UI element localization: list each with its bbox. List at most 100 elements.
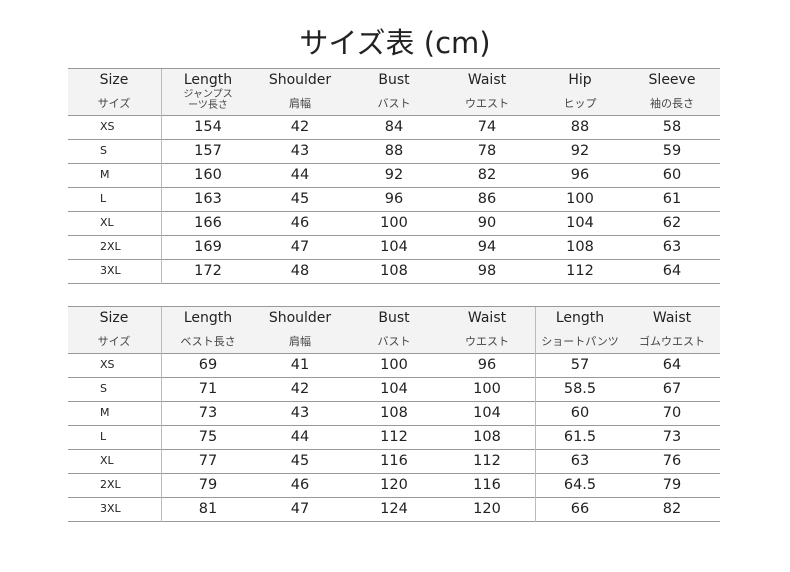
table-cell: 82 bbox=[662, 501, 682, 517]
size-label: XL bbox=[100, 216, 114, 229]
table-cell: 157 bbox=[194, 143, 222, 159]
table-cell: 77 bbox=[198, 453, 218, 469]
table-row: 2XL 79 46 120 116 64.5 79 bbox=[68, 474, 720, 498]
table-cell: 45 bbox=[290, 191, 310, 207]
table-cell: 108 bbox=[473, 429, 501, 445]
table-row: 2XL 169 47 104 94 108 63 bbox=[68, 236, 720, 260]
table-cell: 46 bbox=[290, 215, 310, 231]
table-cell: 82 bbox=[477, 167, 497, 183]
table-cell: 166 bbox=[194, 215, 222, 231]
table-cell: 62 bbox=[662, 215, 682, 231]
table-cell: 69 bbox=[198, 357, 218, 373]
table-row: XS 69 41 100 96 57 64 bbox=[68, 354, 720, 378]
table-cell: 64.5 bbox=[563, 477, 597, 493]
column-header-japanese: バスト bbox=[377, 97, 411, 110]
table-cell: 59 bbox=[662, 143, 682, 159]
column-header: Waist bbox=[652, 310, 692, 326]
table-cell: 108 bbox=[566, 239, 594, 255]
column-header: Size bbox=[99, 310, 129, 326]
table-cell: 160 bbox=[194, 167, 222, 183]
table-cell: 92 bbox=[384, 167, 404, 183]
table-cell: 98 bbox=[477, 263, 497, 279]
table-cell: 88 bbox=[384, 143, 404, 159]
size-label: XS bbox=[100, 358, 115, 371]
table-cell: 112 bbox=[380, 429, 408, 445]
size-label: L bbox=[100, 192, 107, 205]
table-cell: 76 bbox=[662, 453, 682, 469]
column-header-japanese: サイズ bbox=[97, 335, 131, 348]
header-row: Size サイズ Length ベスト長さ Shoulder 肩幅 Bust バスト Waist… bbox=[68, 307, 720, 354]
table-cell: 104 bbox=[566, 215, 594, 231]
table-cell: 116 bbox=[473, 477, 501, 493]
column-header-japanese: ベスト長さ bbox=[180, 335, 236, 348]
table-cell: 94 bbox=[477, 239, 497, 255]
table-cell: 46 bbox=[290, 477, 310, 493]
table-cell: 108 bbox=[380, 405, 408, 421]
table-row: XS 154 42 84 74 88 58 bbox=[68, 116, 720, 140]
table-cell: 92 bbox=[570, 143, 590, 159]
table-cell: 104 bbox=[380, 381, 408, 397]
column-header: Shoulder bbox=[268, 72, 332, 88]
column-divider bbox=[161, 307, 162, 522]
table-cell: 58.5 bbox=[563, 381, 597, 397]
table-cell: 73 bbox=[662, 429, 682, 445]
table-cell: 100 bbox=[566, 191, 594, 207]
table-cell: 64 bbox=[662, 263, 682, 279]
table-cell: 60 bbox=[662, 167, 682, 183]
table-cell: 120 bbox=[380, 477, 408, 493]
column-header: Length bbox=[183, 72, 233, 88]
table-cell: 43 bbox=[290, 405, 310, 421]
table-cell: 66 bbox=[570, 501, 590, 517]
column-header: Length bbox=[555, 310, 605, 326]
column-header-japanese: ヒップ bbox=[563, 97, 597, 110]
size-label: L bbox=[100, 430, 107, 443]
table-cell: 73 bbox=[198, 405, 218, 421]
column-header-japanese: バスト bbox=[377, 335, 411, 348]
table-row: S 71 42 104 100 58.5 67 bbox=[68, 378, 720, 402]
table-cell: 45 bbox=[290, 453, 310, 469]
column-header: Length bbox=[183, 310, 233, 326]
table-cell: 96 bbox=[570, 167, 590, 183]
column-header: Size bbox=[99, 72, 129, 88]
table-cell: 43 bbox=[290, 143, 310, 159]
table-cell: 63 bbox=[570, 453, 590, 469]
size-label: XL bbox=[100, 454, 114, 467]
size-label: 2XL bbox=[100, 240, 121, 253]
column-header-japanese: ウエスト bbox=[465, 335, 509, 348]
column-header-japanese: ウエスト bbox=[465, 97, 509, 110]
size-label: 3XL bbox=[100, 264, 121, 277]
table-cell: 112 bbox=[473, 453, 501, 469]
table-cell: 78 bbox=[477, 143, 497, 159]
column-header: Sleeve bbox=[648, 72, 696, 88]
table-row: 3XL 81 47 124 120 66 82 bbox=[68, 498, 720, 522]
column-divider bbox=[535, 307, 536, 522]
table-row: L 163 45 96 86 100 61 bbox=[68, 188, 720, 212]
table-cell: 100 bbox=[473, 381, 501, 397]
column-header: Bust bbox=[378, 310, 410, 326]
table-row: XL 166 46 100 90 104 62 bbox=[68, 212, 720, 236]
table-cell: 172 bbox=[194, 263, 222, 279]
table-cell: 75 bbox=[198, 429, 218, 445]
table-cell: 42 bbox=[290, 381, 310, 397]
table-cell: 104 bbox=[473, 405, 501, 421]
table-row: XL 77 45 116 112 63 76 bbox=[68, 450, 720, 474]
table-cell: 154 bbox=[194, 119, 222, 135]
column-header-japanese: 肩幅 bbox=[289, 97, 311, 110]
table-row: S 157 43 88 78 92 59 bbox=[68, 140, 720, 164]
column-header-japanese: 袖の長さ bbox=[650, 97, 694, 110]
table-cell: 163 bbox=[194, 191, 222, 207]
table-cell: 47 bbox=[290, 501, 310, 517]
table-cell: 61.5 bbox=[563, 429, 597, 445]
table-cell: 90 bbox=[477, 215, 497, 231]
column-header-japanese: ショートパンツ bbox=[541, 335, 619, 348]
table-cell: 60 bbox=[570, 405, 590, 421]
size-label: 3XL bbox=[100, 502, 121, 515]
table-cell: 61 bbox=[662, 191, 682, 207]
table-cell: 100 bbox=[380, 215, 408, 231]
table-cell: 57 bbox=[570, 357, 590, 373]
table-row: M 73 43 108 104 60 70 bbox=[68, 402, 720, 426]
table-row: M 160 44 92 82 96 60 bbox=[68, 164, 720, 188]
table-cell: 42 bbox=[290, 119, 310, 135]
column-header: Shoulder bbox=[268, 310, 332, 326]
size-label: S bbox=[100, 382, 107, 395]
